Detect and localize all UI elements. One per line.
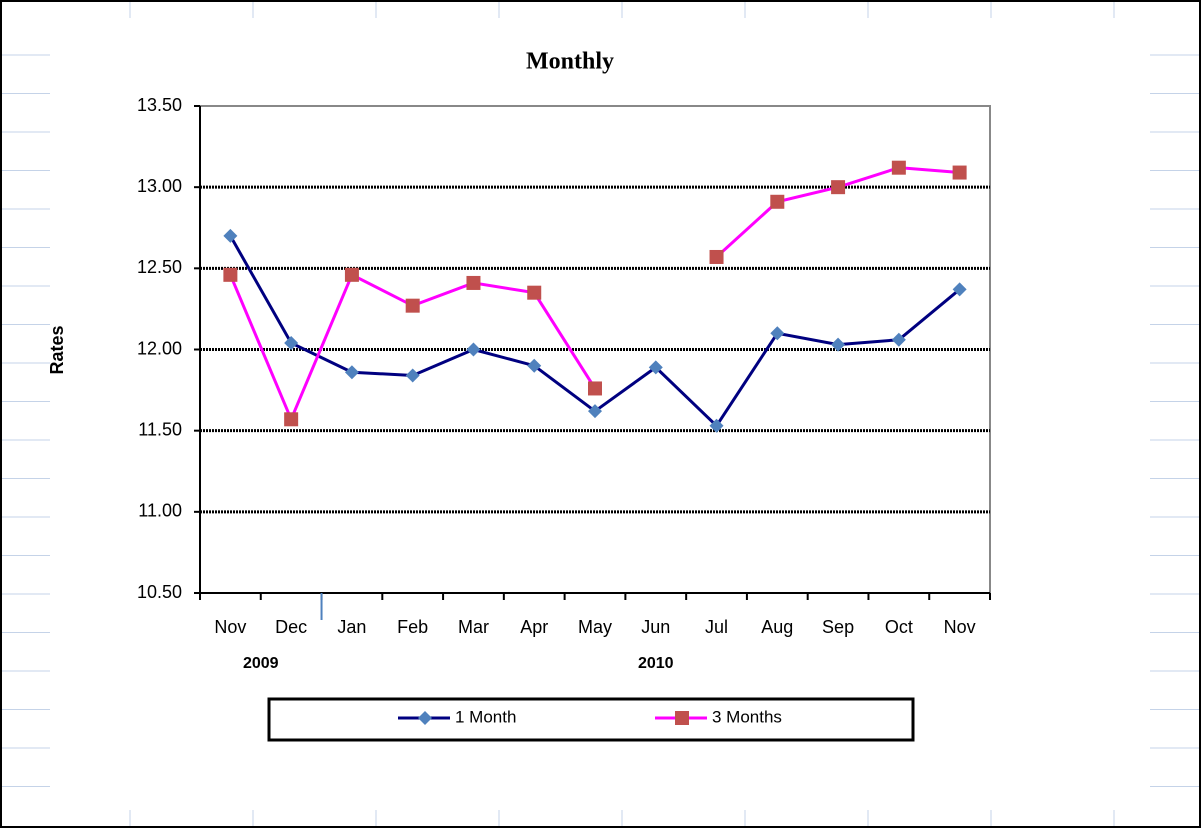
x-tick-label: Nov [944, 617, 976, 637]
y-tick-label: 10.50 [137, 582, 182, 602]
y-tick-label: 13.00 [137, 176, 182, 196]
marker [891, 332, 906, 347]
y-tick-label: 12.00 [137, 338, 182, 358]
marker [952, 282, 967, 297]
x-tick-label: Apr [520, 617, 548, 637]
x-tick-label: Jul [705, 617, 728, 637]
marker [284, 412, 299, 427]
marker [284, 336, 299, 351]
marker [588, 404, 602, 419]
marker [344, 267, 359, 282]
marker [675, 711, 689, 725]
marker [831, 180, 846, 195]
x-tick-label: May [578, 617, 612, 637]
marker [223, 267, 238, 282]
marker [952, 165, 967, 180]
x-tick-label: Nov [214, 617, 246, 637]
marker [770, 326, 785, 341]
marker [709, 249, 724, 264]
y-tick-label: 11.50 [138, 419, 182, 439]
marker [527, 358, 542, 373]
marker [466, 342, 481, 357]
y-tick-label: 12.50 [137, 257, 182, 277]
y-tick-label: 13.50 [137, 95, 182, 115]
x-tick-label: Oct [885, 617, 913, 637]
marker [831, 337, 846, 352]
marker [709, 418, 724, 433]
x-tick-label: Mar [458, 617, 489, 637]
legend [267, 697, 915, 742]
marker [588, 381, 602, 396]
x-tick-label: Dec [275, 617, 307, 637]
chart-title: Monthly [526, 49, 614, 75]
marker [891, 160, 906, 175]
marker [648, 360, 663, 375]
marker [405, 368, 420, 383]
marker [405, 298, 420, 313]
y-axis-label: Rates [47, 325, 67, 374]
x-tick-label: Feb [397, 617, 428, 637]
marker [770, 194, 785, 209]
marker [418, 711, 432, 725]
x-tick-label: Jun [641, 617, 670, 637]
marker [223, 228, 238, 243]
legend-label: 3 Months [712, 707, 782, 726]
x-group-label: 2010 [638, 655, 674, 672]
marker [527, 285, 542, 300]
x-tick-label: Aug [761, 617, 793, 637]
x-tick-label: Jan [337, 617, 366, 637]
x-tick-label: Sep [822, 617, 854, 637]
legend-label: 1 Month [455, 707, 516, 726]
y-tick-label: 11.00 [138, 501, 182, 521]
marker [344, 365, 359, 380]
marker [466, 275, 481, 290]
x-group-label: 2009 [243, 655, 279, 672]
